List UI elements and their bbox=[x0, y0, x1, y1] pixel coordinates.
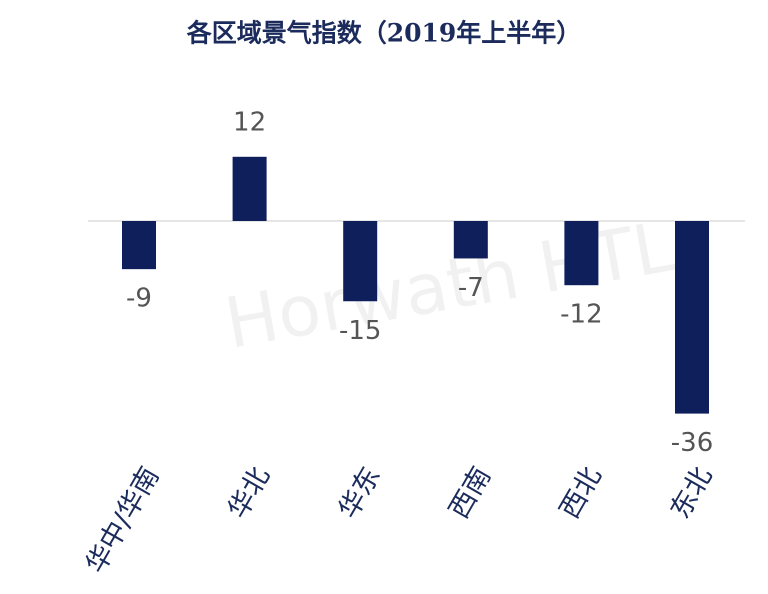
bar bbox=[675, 221, 709, 414]
x-tick-label: 西南 bbox=[444, 462, 498, 524]
bar bbox=[453, 221, 488, 259]
bar bbox=[564, 221, 599, 286]
value-label: -9 bbox=[126, 284, 152, 314]
bar bbox=[122, 221, 156, 270]
x-tick-label: 华中/华南 bbox=[80, 462, 165, 579]
x-tick-label: 华东 bbox=[333, 462, 387, 524]
x-tick-label: 西北 bbox=[554, 462, 608, 524]
bar bbox=[232, 156, 267, 221]
watermark: Horwath HTL bbox=[219, 205, 679, 364]
value-label: 12 bbox=[233, 107, 266, 137]
x-tick-label: 华北 bbox=[222, 462, 276, 524]
bar bbox=[343, 221, 378, 302]
value-label: -12 bbox=[560, 300, 602, 330]
value-label: -36 bbox=[671, 428, 713, 458]
value-label: -7 bbox=[458, 273, 484, 303]
x-tick-label: 东北 bbox=[665, 462, 719, 524]
value-label: -15 bbox=[339, 316, 381, 346]
chart-title: 各区域景气指数（2019年上半年） bbox=[186, 19, 582, 48]
